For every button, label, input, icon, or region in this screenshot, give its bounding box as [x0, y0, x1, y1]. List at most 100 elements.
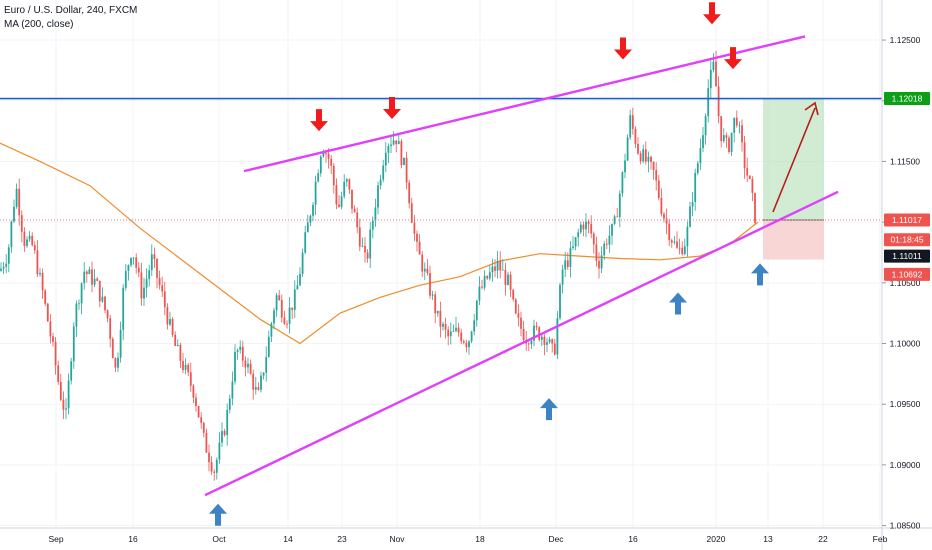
candle-body	[174, 334, 177, 346]
up-arrow-icon	[209, 503, 227, 526]
candle-body	[392, 140, 395, 145]
candle-body	[163, 291, 166, 308]
candle-body	[561, 269, 564, 285]
candle-body	[410, 203, 413, 223]
candle-body	[296, 285, 299, 290]
candle-body	[559, 284, 561, 319]
candle-body	[312, 204, 314, 216]
candle-body	[234, 351, 236, 382]
candle-body	[208, 452, 210, 463]
candle-body	[343, 181, 346, 197]
candle-body	[582, 224, 585, 230]
candle-body	[247, 363, 249, 368]
candle-body	[681, 247, 684, 255]
candle-body	[546, 342, 548, 345]
candle-body	[273, 310, 275, 324]
candle-body	[20, 215, 23, 232]
candle-body	[592, 233, 595, 245]
candle-body	[70, 361, 73, 381]
candle-body	[28, 235, 31, 240]
candle-body	[387, 146, 390, 153]
candle-body	[494, 266, 496, 271]
candle-body	[200, 417, 203, 423]
candle-body	[241, 346, 244, 361]
candle-body	[215, 459, 218, 473]
candle-body	[676, 241, 678, 248]
candle-body	[192, 385, 195, 398]
arrows	[209, 2, 769, 526]
candle-body	[743, 142, 746, 169]
candle-body	[733, 117, 736, 133]
candle-body	[657, 180, 660, 198]
candle-body	[189, 372, 192, 386]
candle-body	[585, 221, 587, 230]
candle-body	[244, 360, 247, 368]
candle-body	[527, 343, 530, 345]
candle-body	[470, 331, 473, 342]
candle-body	[15, 188, 18, 207]
candle-body	[517, 313, 520, 318]
candle-body	[257, 387, 260, 390]
up-arrow-icon	[669, 292, 687, 315]
candle-body	[603, 243, 606, 256]
price-tag-label: 1.10692	[892, 269, 923, 279]
candle-body	[572, 246, 574, 249]
moving-average	[0, 142, 759, 345]
candle-body	[39, 272, 41, 275]
candle-body	[509, 274, 512, 290]
candle-body	[135, 257, 138, 268]
candle-body	[673, 241, 676, 243]
y-tick-label: 1.10000	[890, 339, 921, 349]
candle-body	[254, 387, 257, 390]
candle-body	[83, 271, 86, 284]
projection-arrow	[772, 107, 816, 213]
candle-body	[7, 247, 10, 264]
candle-body	[613, 216, 616, 224]
candle-body	[140, 272, 143, 299]
candle-body	[548, 339, 551, 343]
candle-body	[309, 215, 312, 223]
candle-body	[720, 116, 723, 142]
candle-body	[429, 273, 431, 296]
candle-body	[553, 343, 556, 355]
candle-body	[0, 268, 2, 271]
candle-body	[483, 275, 486, 288]
candle-body	[364, 245, 366, 253]
x-tick-label: Oct	[212, 534, 226, 544]
candle-body	[280, 299, 283, 318]
candle-body	[26, 239, 28, 246]
candle-body	[210, 462, 213, 472]
up-arrow-icon	[540, 398, 558, 421]
candle-body	[205, 432, 208, 453]
candle-body	[707, 88, 710, 117]
trend-lines[interactable]	[0, 35, 882, 497]
candle-body	[10, 221, 13, 248]
candle-body	[85, 271, 88, 275]
candle-body	[473, 320, 476, 332]
candle-body	[57, 365, 60, 382]
price-tag-box	[884, 267, 930, 281]
grid	[0, 0, 882, 528]
candle-body	[231, 381, 234, 399]
candle-body	[408, 182, 411, 204]
y-tick-label: 1.09500	[890, 399, 921, 409]
candle-body	[655, 170, 658, 181]
candle-body	[405, 157, 408, 183]
candle-body	[117, 357, 119, 368]
x-tick-label: Feb	[873, 534, 888, 544]
candle-body	[143, 287, 145, 299]
candle-body	[478, 286, 481, 301]
candle-body	[137, 267, 140, 273]
candle-body	[668, 223, 671, 241]
price-tag-label: 1.11011	[892, 251, 922, 261]
candle-body	[338, 204, 340, 207]
candle-body	[288, 307, 291, 324]
candle-body	[455, 327, 457, 331]
price-tag: 01:18:45	[884, 233, 930, 247]
candle-body	[72, 326, 75, 362]
candle-body	[501, 269, 504, 271]
candle-body	[444, 323, 447, 330]
candle-body	[379, 179, 382, 186]
trade-box[interactable]	[763, 98, 824, 260]
